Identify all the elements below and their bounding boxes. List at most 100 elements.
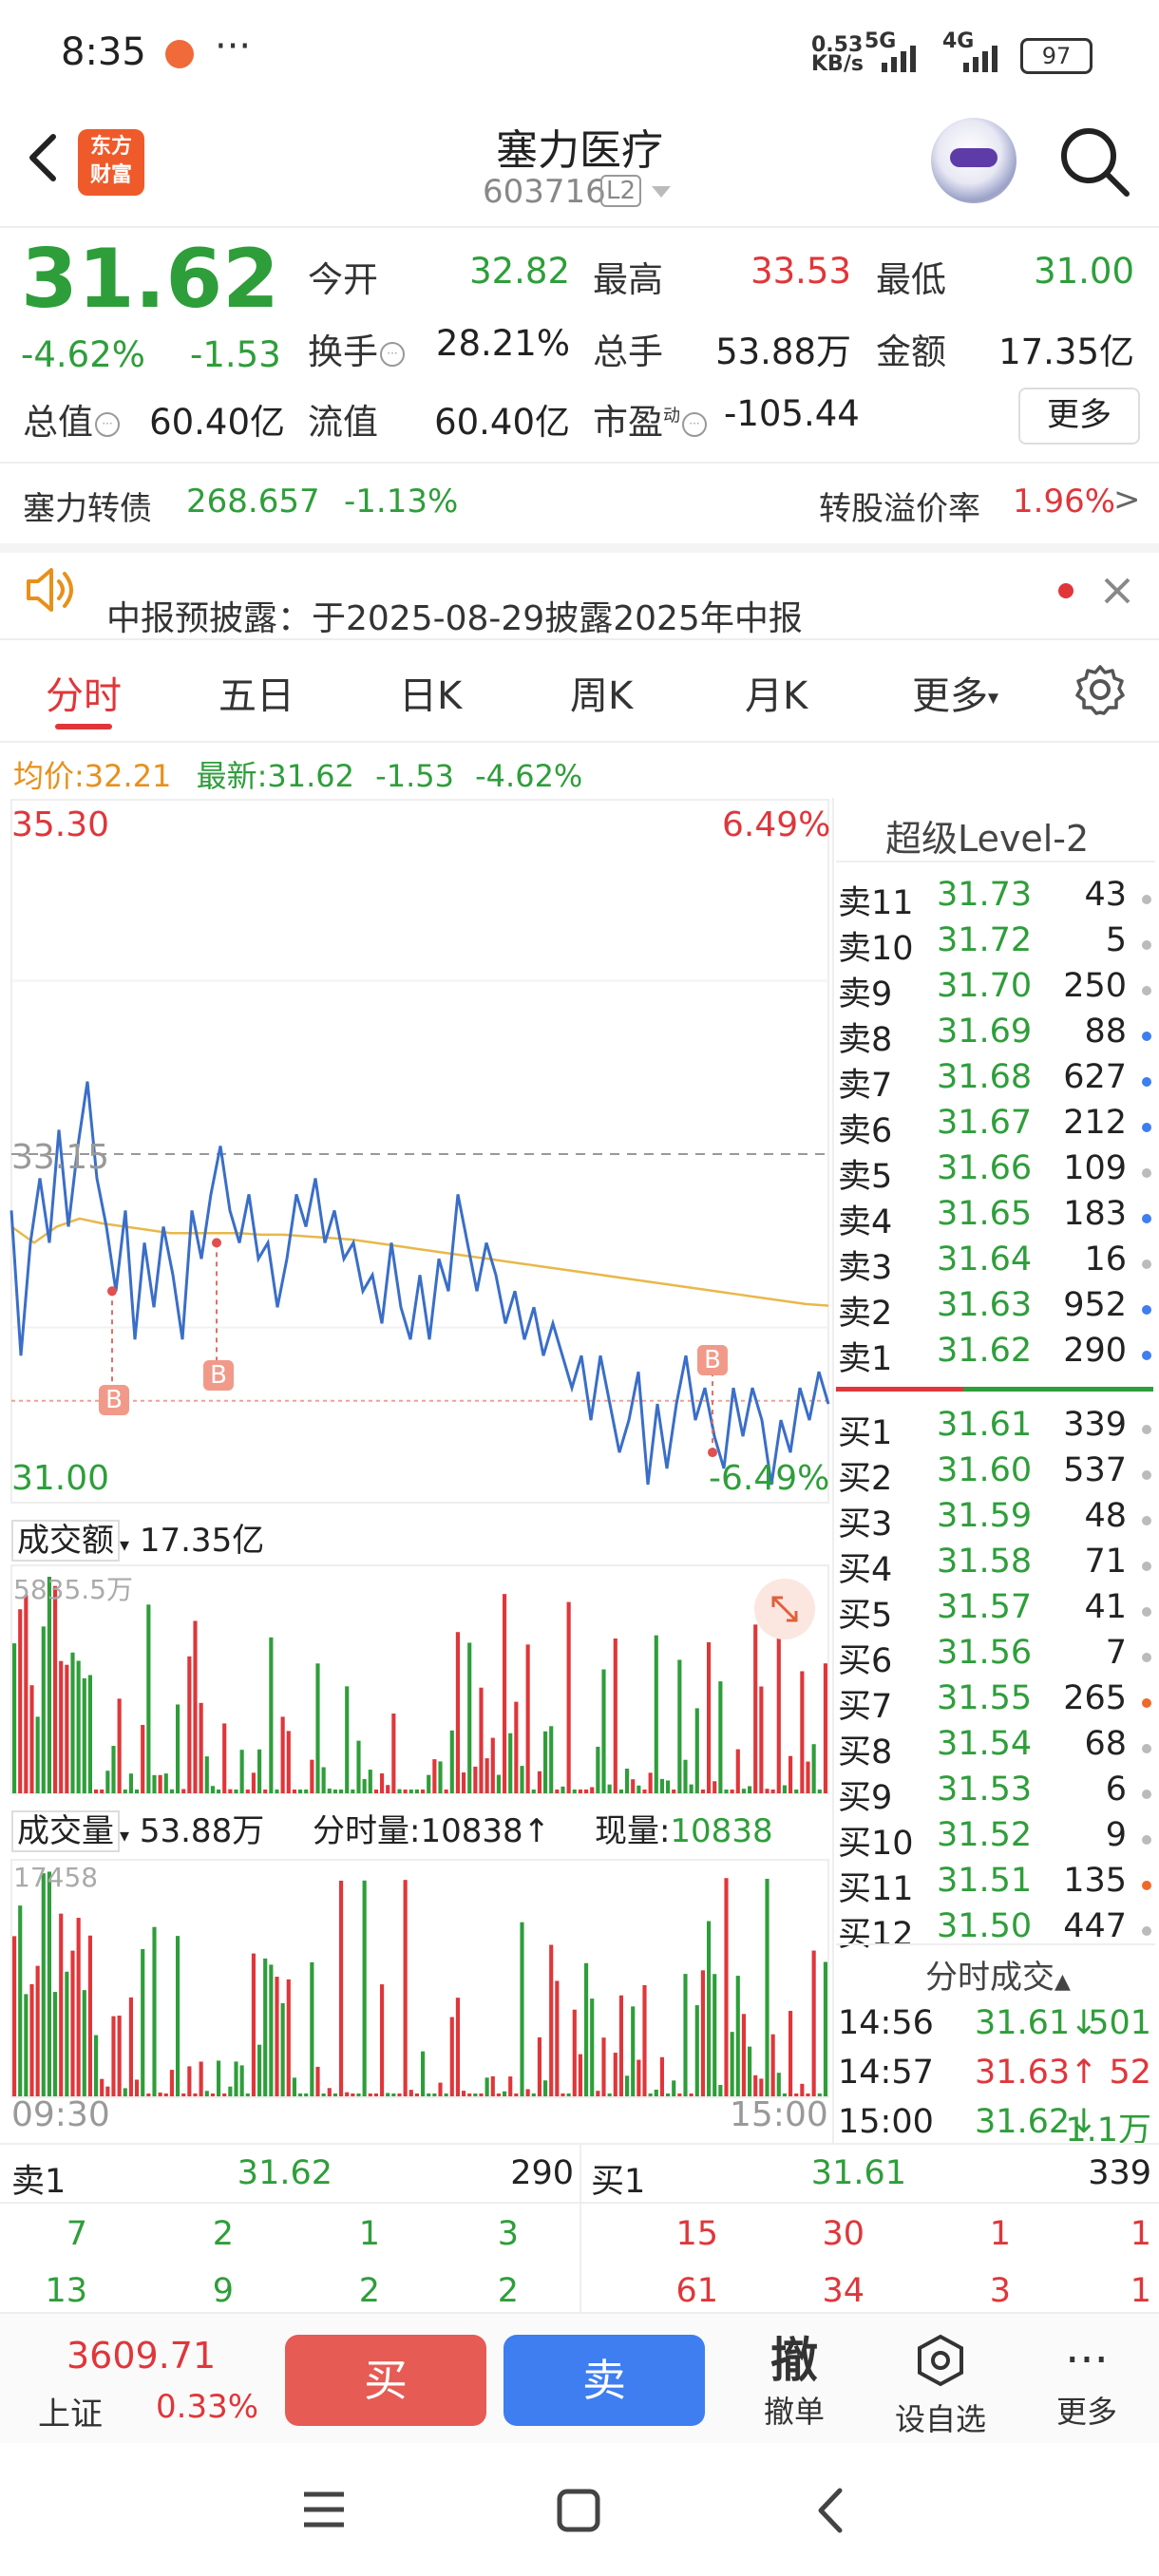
bid-level-label: 买9: [838, 1779, 893, 1817]
volume-bar: [275, 1977, 279, 2097]
volume-bar: [263, 1958, 268, 2097]
menu-icon[interactable]: [302, 2489, 346, 2530]
amount-bar: [584, 1790, 589, 1793]
back-icon[interactable]: [21, 129, 65, 186]
bid-row[interactable]: 买9 31.53 6: [836, 1771, 1155, 1817]
amount-bar: [59, 1660, 64, 1793]
buy-marker-3[interactable]: B: [697, 1345, 728, 1375]
amount-bar: [467, 1642, 472, 1793]
expand-icon[interactable]: [754, 1579, 815, 1639]
buy-button[interactable]: 买: [285, 2335, 486, 2426]
tab-intraday[interactable]: 分时: [46, 674, 122, 718]
avg-value: 32.21: [84, 758, 172, 794]
ask-row[interactable]: 卖3 31.64 16: [836, 1241, 1155, 1287]
assistant-robot-icon[interactable]: [931, 118, 1016, 203]
marker-point: [708, 1448, 717, 1458]
home-icon[interactable]: [557, 2489, 600, 2532]
back-nav-icon[interactable]: [813, 2485, 847, 2536]
ask-level-label: 卖10: [838, 930, 914, 968]
price-panel: [10, 799, 830, 1504]
amount-bar: [689, 1784, 694, 1793]
bid-qty: 9: [1105, 1816, 1127, 1854]
more-button[interactable]: ··· 更多: [1030, 2333, 1144, 2432]
index-pct[interactable]: 0.33%: [156, 2388, 259, 2426]
ask-price: 31.66: [937, 1149, 1033, 1187]
bid-row[interactable]: 买4 31.58 71: [836, 1543, 1155, 1589]
amount-bar: [245, 1790, 250, 1793]
bt-cell: 3: [989, 2272, 1011, 2310]
volume-header[interactable]: 成交量 ▾ 53.88万 分时量:10838↑ 现量:10838: [11, 1805, 773, 1852]
amount-bar: [525, 1644, 530, 1793]
gear-icon[interactable]: [1074, 663, 1127, 716]
cancel-order-button[interactable]: 撤 撤单: [737, 2333, 851, 2432]
ticks-title[interactable]: 分时成交▲: [925, 1959, 1071, 1997]
volume-label: 总手: [593, 331, 663, 372]
index-name[interactable]: 上证: [38, 2396, 103, 2434]
ask-qty: 250: [1063, 967, 1127, 1005]
bid-price: 31.52: [937, 1816, 1033, 1854]
stock-header: 东方 财富 塞力医疗 603716 L2: [0, 104, 1159, 228]
amount-bar: [700, 1790, 705, 1793]
ask-row[interactable]: 卖1 31.62 290: [836, 1332, 1155, 1378]
chevron-down-icon[interactable]: [652, 186, 671, 198]
ask-row[interactable]: 卖4 31.65 183: [836, 1195, 1155, 1241]
volume-bar: [817, 2093, 822, 2097]
flag-dot-icon: [1142, 1214, 1151, 1223]
search-icon[interactable]: [1056, 123, 1132, 199]
tab-monthly-k[interactable]: 月K: [745, 674, 808, 718]
bid-row[interactable]: 买6 31.56 7: [836, 1634, 1155, 1680]
ask-row[interactable]: 卖6 31.67 212: [836, 1104, 1155, 1150]
tick-price: 31.63↑: [975, 2054, 1098, 2092]
close-icon[interactable]: [1100, 574, 1134, 608]
bid-row[interactable]: 买3 31.59 48: [836, 1497, 1155, 1544]
volume-bar: [735, 1976, 740, 2097]
pe-label: 市盈动 ···: [593, 393, 707, 445]
index-value[interactable]: 3609.71: [66, 2335, 217, 2377]
ask-row[interactable]: 卖2 31.63 952: [836, 1286, 1155, 1333]
bid-level-label: 买6: [838, 1642, 893, 1680]
intraday-chart[interactable]: [0, 798, 832, 2147]
bid-row[interactable]: 买11 31.51 135: [836, 1862, 1155, 1908]
bid-row[interactable]: 买8 31.54 68: [836, 1725, 1155, 1771]
bid-row[interactable]: 买1 31.61 339: [836, 1406, 1155, 1452]
bid-row[interactable]: 买5 31.57 41: [836, 1588, 1155, 1635]
volume-bar: [152, 1926, 157, 2097]
ask-row[interactable]: 卖7 31.68 627: [836, 1058, 1155, 1105]
ask-row[interactable]: 卖10 31.72 5: [836, 921, 1155, 968]
amount-bar: [613, 1638, 618, 1793]
buy-marker-2[interactable]: B: [203, 1360, 234, 1391]
more-quote-button[interactable]: 更多: [1018, 388, 1140, 445]
bid-row[interactable]: 买10 31.52 9: [836, 1816, 1155, 1863]
ask-row[interactable]: 卖8 31.69 88: [836, 1013, 1155, 1059]
tab-weekly-k[interactable]: 周K: [570, 674, 634, 718]
bid-level-label: 买12: [838, 1916, 914, 1954]
amount-bar: [251, 1772, 256, 1793]
volume-bar: [368, 2093, 372, 2097]
ask-qty: 43: [1084, 876, 1127, 914]
volume-bar: [473, 2093, 478, 2097]
tab-more[interactable]: 更多▾: [912, 674, 999, 718]
volume-bar: [239, 2065, 244, 2097]
bt-cell: 1: [1130, 2215, 1151, 2253]
sell-button[interactable]: 卖: [504, 2335, 705, 2426]
tab-daily-k[interactable]: 日K: [399, 674, 463, 718]
bt-cell: 1: [989, 2215, 1011, 2253]
ask-row[interactable]: 卖5 31.66 109: [836, 1149, 1155, 1196]
amount-header[interactable]: 成交额 ▾ 17.35亿: [11, 1514, 264, 1562]
volume-bar: [520, 1922, 524, 2097]
ask-row[interactable]: 卖11 31.73 43: [836, 876, 1155, 922]
add-watchlist-button[interactable]: 设自选: [884, 2333, 998, 2439]
stock-code[interactable]: 603716: [483, 173, 606, 211]
bid-row[interactable]: 买2 31.60 537: [836, 1451, 1155, 1498]
level2-title[interactable]: 超级Level-2: [885, 818, 1090, 860]
bid-row[interactable]: 买12 31.50 447: [836, 1907, 1155, 1954]
ask-row[interactable]: 卖9 31.70 250: [836, 967, 1155, 1013]
amount-bar: [141, 1725, 145, 1793]
amount-bar: [12, 1643, 17, 1793]
buy-marker-1[interactable]: B: [99, 1385, 129, 1415]
amount-bar: [555, 1790, 560, 1793]
bid-row[interactable]: 买7 31.55 265: [836, 1679, 1155, 1726]
tab-five-day[interactable]: 五日: [218, 674, 294, 718]
volume-bar: [403, 1880, 408, 2097]
chevron-right-icon[interactable]: >: [1113, 481, 1141, 519]
